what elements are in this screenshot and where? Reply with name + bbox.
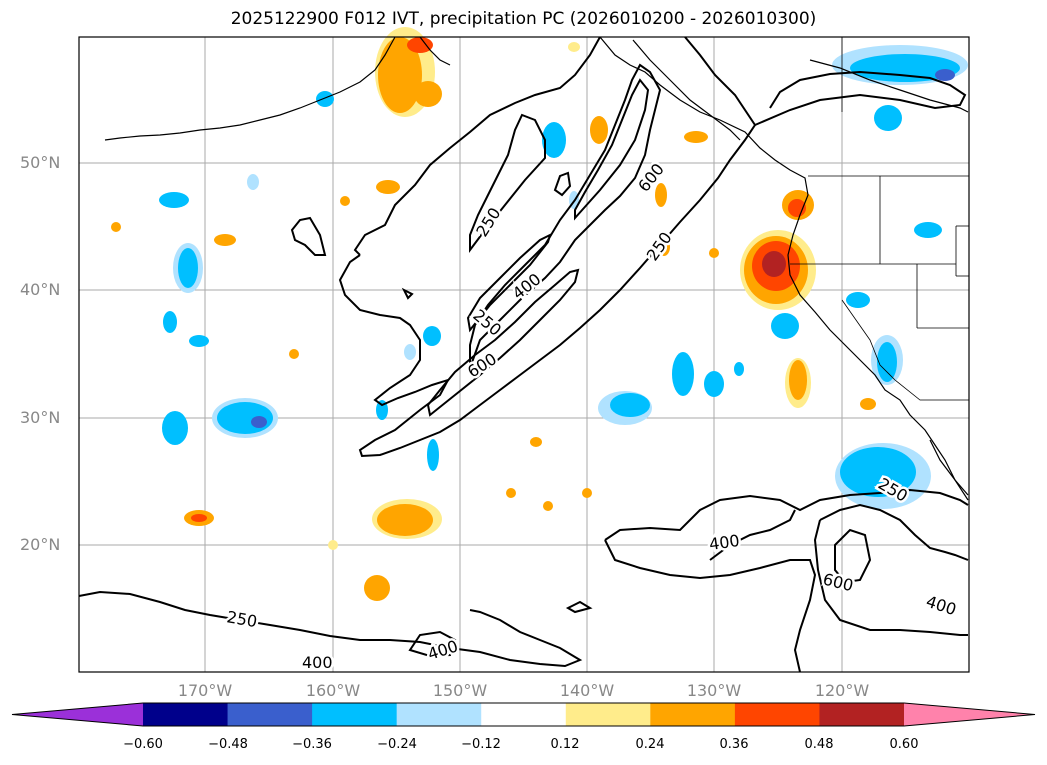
- precip-shading: [111, 27, 968, 601]
- lon-label: 150°W: [432, 681, 488, 700]
- colorbar-segment: [227, 703, 313, 726]
- neg-anomaly-region: [159, 192, 189, 208]
- lon-label: 170°W: [177, 681, 233, 700]
- colorbar-segment: [650, 703, 736, 726]
- neg-anomaly-region: [874, 105, 902, 131]
- neg-anomaly-region: [610, 393, 650, 417]
- pos-anomaly-region: [789, 360, 807, 400]
- colorbar-extend-min: [12, 703, 143, 726]
- pos-anomaly-region: [762, 251, 786, 277]
- neg-anomaly-region: [162, 411, 188, 445]
- coastlines: [104, 36, 969, 501]
- lon-label: 160°W: [305, 681, 361, 700]
- lon-label: 120°W: [814, 681, 870, 700]
- lat-label: 40°N: [20, 280, 61, 299]
- map-border: [78, 36, 970, 673]
- ivt-contours: [78, 36, 969, 673]
- colorbar-tick: 0.12: [550, 737, 580, 752]
- colorbar-tick: −0.60: [123, 737, 163, 752]
- colorbar-tick: −0.12: [461, 737, 501, 752]
- lat-label: 30°N: [20, 408, 61, 427]
- pos-anomaly-region: [407, 37, 433, 53]
- lat-label: 50°N: [20, 153, 61, 172]
- map-area: [79, 37, 969, 672]
- lon-label: 130°W: [686, 681, 742, 700]
- colorbar-extend-max: [904, 703, 1035, 726]
- lon-label: 140°W: [559, 681, 615, 700]
- neg-anomaly-region: [404, 344, 416, 360]
- colorbar-segment: [481, 703, 567, 726]
- colorbar-segment: [312, 703, 398, 726]
- neg-anomaly-region: [734, 362, 744, 376]
- neg-anomaly-region: [423, 326, 441, 346]
- colorbar-segment: [143, 703, 229, 726]
- neg-anomaly-region: [427, 439, 439, 471]
- neg-anomaly-region: [914, 222, 942, 238]
- neg-anomaly-region: [704, 371, 724, 397]
- colorbar-tick: 0.36: [719, 737, 749, 752]
- map-title: 2025122900 F012 IVT, precipitation PC (2…: [230, 9, 817, 29]
- pos-anomaly-region: [655, 183, 667, 207]
- neg-anomaly-region: [771, 313, 799, 339]
- neg-anomaly-region: [935, 69, 955, 81]
- colorbar-segment: [565, 703, 651, 726]
- pos-anomaly-region: [378, 37, 422, 113]
- colorbar-tick: −0.24: [377, 737, 417, 752]
- contour-label: 250: [225, 607, 258, 631]
- neg-anomaly-region: [846, 292, 870, 308]
- colorbar-segment: [734, 703, 820, 726]
- neg-anomaly-region: [163, 311, 177, 333]
- pos-anomaly-region: [364, 575, 390, 601]
- neg-anomaly-region: [376, 400, 388, 420]
- pos-anomaly-region: [376, 180, 400, 194]
- colorbar-tick: 0.48: [804, 737, 834, 752]
- neg-anomaly-region: [247, 174, 259, 190]
- pos-anomaly-region: [530, 437, 542, 447]
- neg-anomaly-region: [840, 447, 916, 497]
- neg-anomaly-region: [189, 335, 209, 347]
- contour-label: 400: [302, 653, 333, 672]
- colorbar-outline: [11, 702, 1036, 727]
- pos-anomaly-region: [414, 81, 442, 107]
- colorbar: [11, 702, 1036, 727]
- neg-anomaly-region: [877, 342, 897, 382]
- neg-anomaly-region: [178, 248, 198, 288]
- pos-anomaly-region: [684, 131, 708, 143]
- pos-anomaly-region: [590, 116, 608, 144]
- colorbar-tick: −0.48: [208, 737, 248, 752]
- neg-anomaly-region: [251, 416, 267, 428]
- colorbar-segment: [396, 703, 482, 726]
- gridlines: [79, 37, 969, 672]
- neg-anomaly-region: [672, 352, 694, 396]
- lat-label: 20°N: [20, 535, 61, 554]
- pos-anomaly-region: [377, 504, 433, 536]
- pos-anomaly-region: [860, 398, 876, 410]
- colorbar-tick: −0.36: [292, 737, 332, 752]
- pos-anomaly-region: [191, 514, 207, 522]
- neg-anomaly-region: [542, 122, 566, 158]
- neg-anomaly-region: [850, 54, 960, 82]
- colorbar-segment: [819, 703, 905, 726]
- borders: [790, 37, 969, 401]
- colorbar-tick: 0.60: [889, 737, 919, 752]
- colorbar-tick: 0.24: [635, 737, 665, 752]
- pos-anomaly-region: [214, 234, 236, 246]
